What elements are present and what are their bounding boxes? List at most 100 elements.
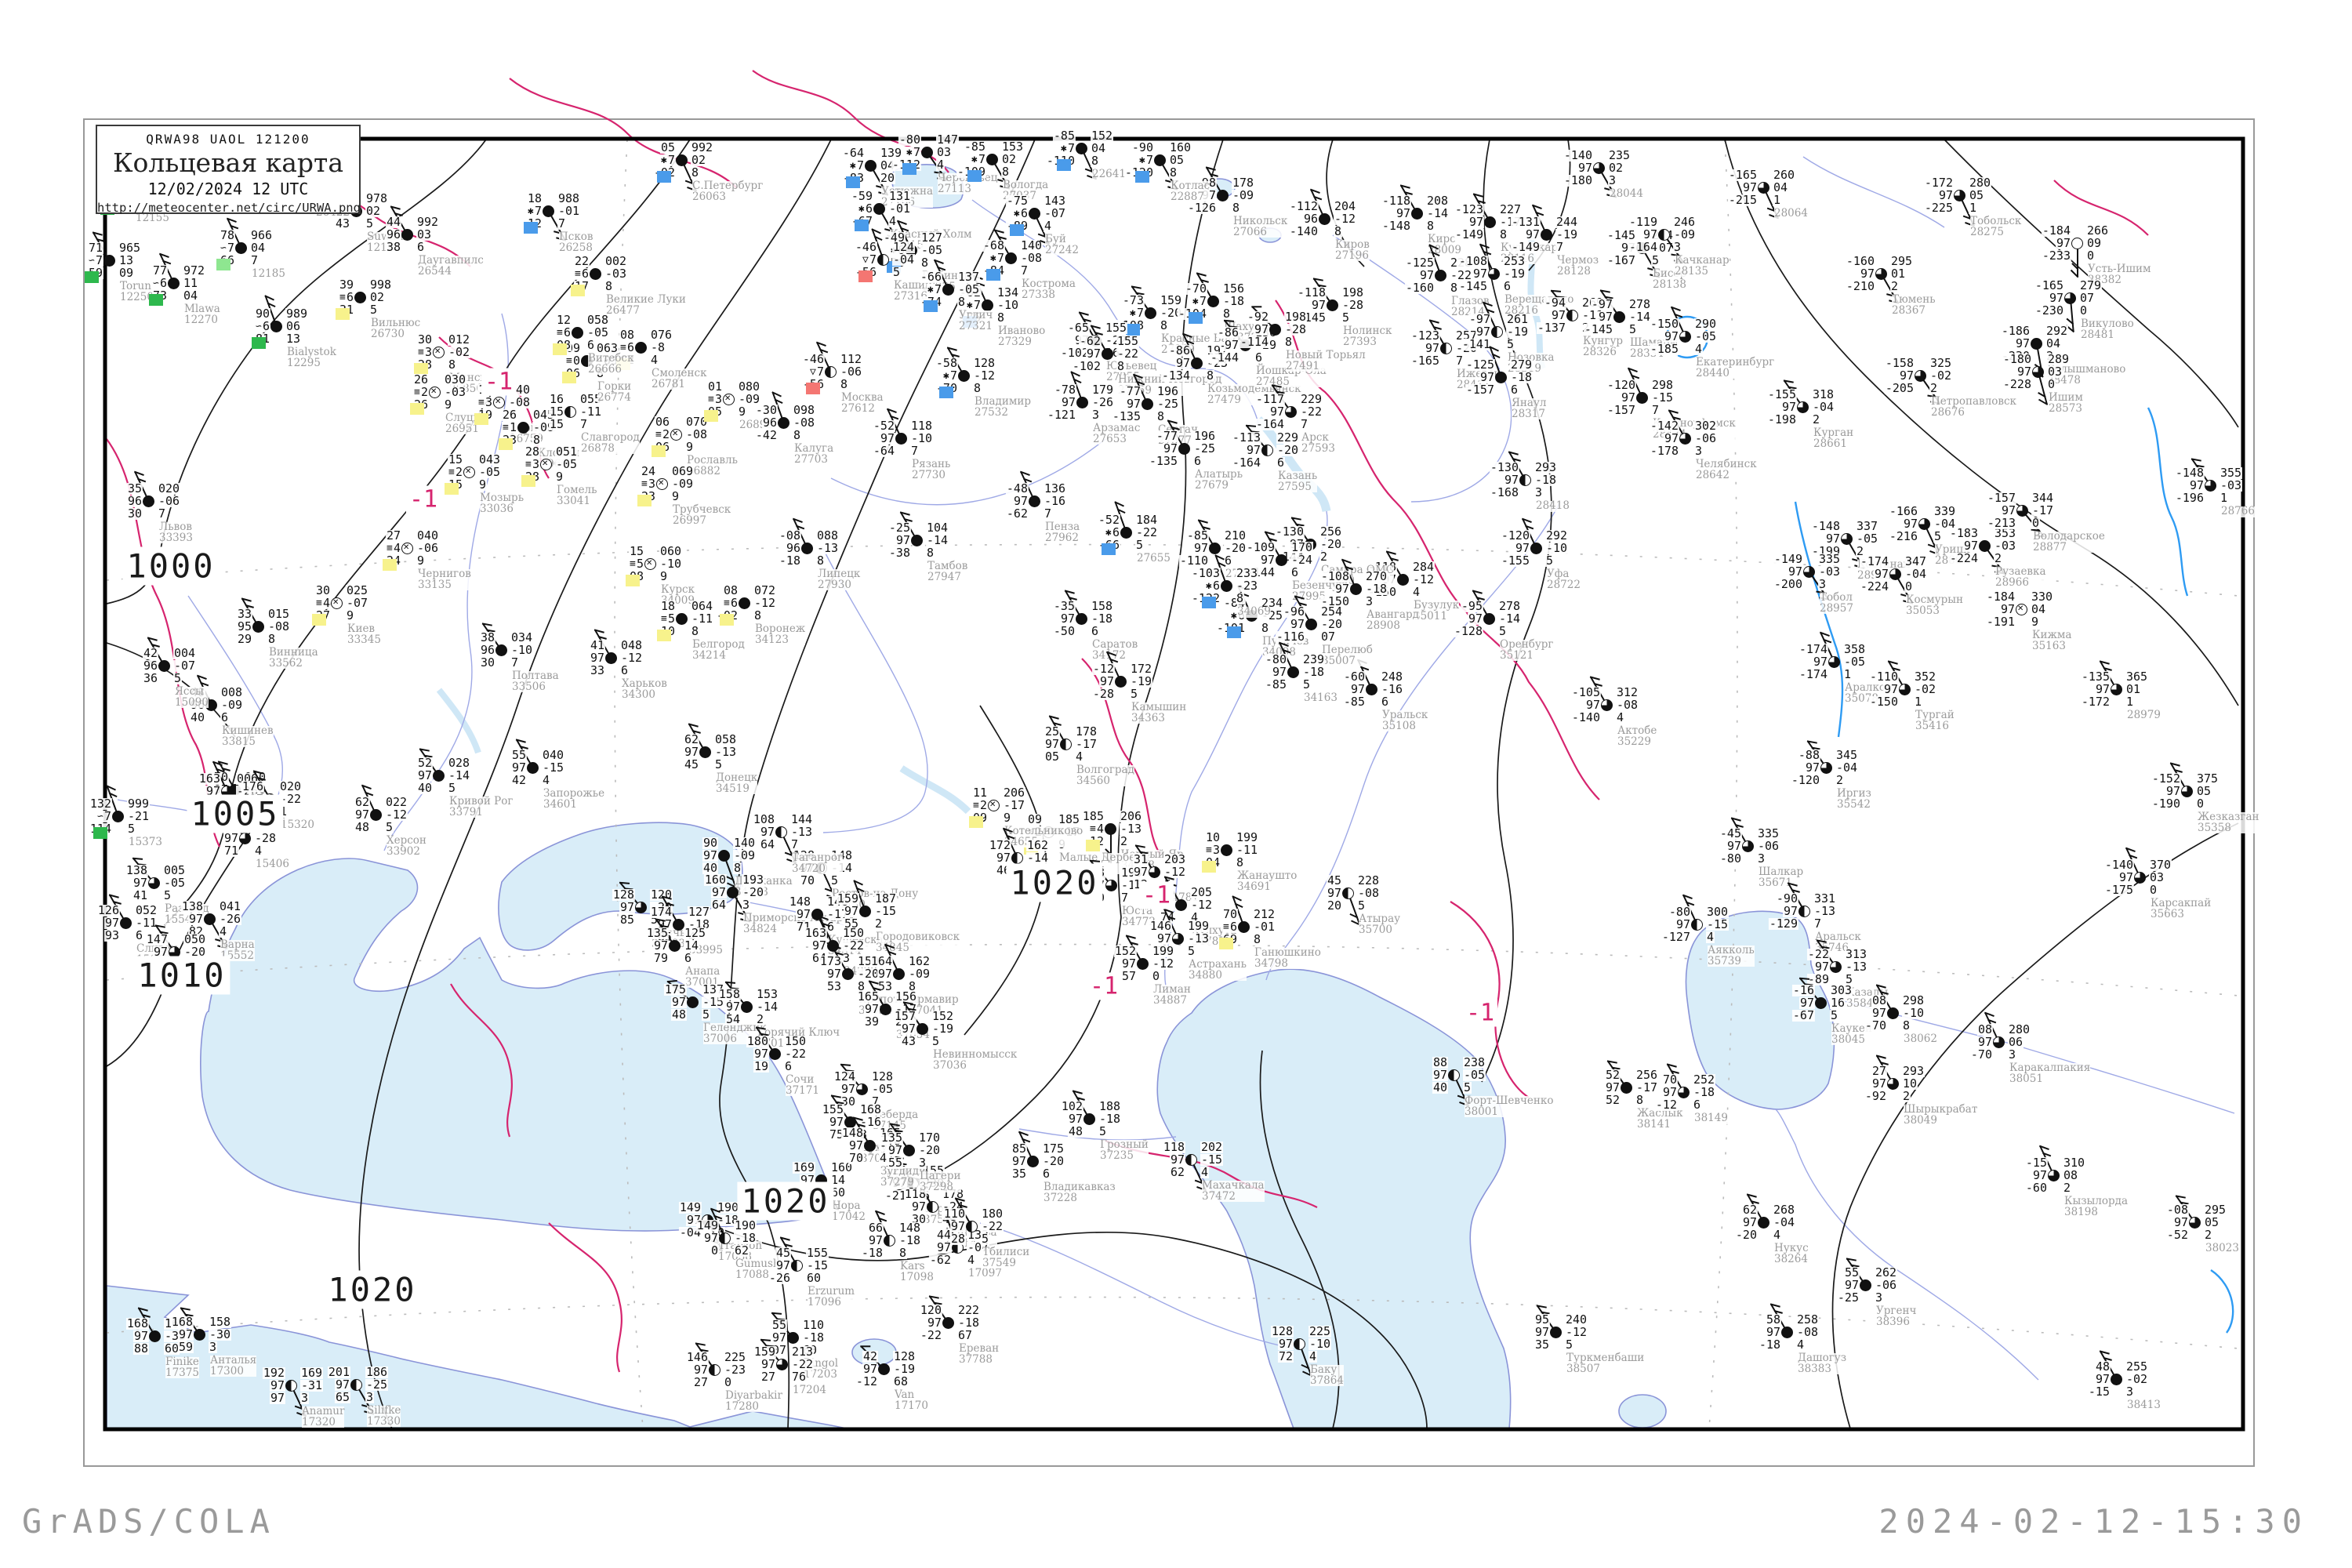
station-value: -183 <box>1948 526 1979 540</box>
map-frame <box>103 136 2245 1432</box>
station-name: Славгород 26878 <box>581 431 640 455</box>
station-value: 159 <box>1160 293 1183 307</box>
station-value: -12 <box>855 1374 878 1388</box>
cloud-cover-icon <box>1678 1087 1690 1098</box>
station-value: 65 <box>334 1390 350 1404</box>
station-value: -19 <box>1130 674 1153 688</box>
station-value: -12 <box>1334 212 1357 226</box>
station-value: 164 <box>869 954 893 968</box>
station-value: 97 <box>926 1316 942 1330</box>
station-value: 3 <box>1365 594 1374 608</box>
station-value: 8 <box>1236 855 1245 869</box>
station-value: -08 <box>1616 698 1639 712</box>
cloud-cover-icon <box>285 1380 297 1392</box>
station-value: -05 <box>1694 329 1718 343</box>
station-value: -30 <box>754 403 778 417</box>
station-value: 26 <box>412 372 429 387</box>
station-value: 97 <box>759 825 775 839</box>
station-value: 199 <box>1152 944 1175 958</box>
station-value: 04 <box>1091 141 1107 155</box>
station-value: 5 <box>1187 944 1196 958</box>
station-value: 180 <box>746 1034 769 1048</box>
station-name: Грозный 37235 <box>1100 1138 1149 1162</box>
station-value: 9 <box>416 554 426 568</box>
cloud-cover-icon <box>1830 961 1842 973</box>
station-value: 168 <box>125 1316 149 1330</box>
station-name: Рязань 27730 <box>912 458 951 481</box>
station-name: Erzurum 17096 <box>808 1285 855 1308</box>
station-value: 125 <box>684 926 707 940</box>
isobar-label: 1020 <box>1006 863 1103 902</box>
station-value: 97 <box>1271 665 1287 679</box>
station-value: 97 <box>2094 682 2111 696</box>
station-value: 97 <box>1011 1154 1027 1168</box>
cloud-cover-icon <box>168 278 180 289</box>
station-marker-square <box>1189 312 1203 324</box>
cloud-cover-icon <box>252 621 264 633</box>
station-value: 150 <box>784 1034 808 1048</box>
station-value: 4 <box>254 844 263 858</box>
station-value: 5 <box>1498 624 1508 638</box>
cloud-cover-icon <box>1305 619 1317 630</box>
station-name: Torun 12250 <box>120 280 154 303</box>
station-value: 052 <box>135 903 158 917</box>
station-value: 375 <box>2196 771 2220 786</box>
weather-symbol-icon: ✱ <box>927 284 934 296</box>
cloud-cover-icon <box>1440 343 1452 354</box>
station-value: 5 <box>931 1034 941 1048</box>
station-value: 96 <box>126 494 143 508</box>
station-value: 168 <box>170 1315 194 1329</box>
station-value: 150 <box>842 926 866 940</box>
station-value: 255 <box>2125 1359 2149 1374</box>
station-value: 162 <box>1026 838 1050 852</box>
cloud-cover-icon <box>1011 852 1023 864</box>
station-value: -186 <box>2000 324 2031 338</box>
cloud-cover-icon <box>1636 392 1648 404</box>
station-value: 30 <box>479 655 495 670</box>
station-value: -119 <box>1628 215 1658 229</box>
station-value: 09 <box>1026 812 1043 826</box>
cloud-cover-icon <box>2134 872 2146 884</box>
cloud-cover-icon <box>1145 307 1156 319</box>
station-value: 185 <box>1081 809 1105 823</box>
station-value: 3 <box>2008 1047 2017 1062</box>
station-value: -18 <box>1222 294 1246 308</box>
station-value: -45 <box>1719 826 1742 840</box>
station-value: 203 <box>1163 852 1187 866</box>
station-value: 35 <box>1011 1167 1027 1181</box>
station-value: 97 <box>2165 784 2181 798</box>
station-value: -14 <box>1426 206 1450 220</box>
station-value: -52 <box>2165 1228 2189 1242</box>
station-value: 295 <box>2204 1203 2227 1217</box>
station-value: 025 <box>346 583 369 597</box>
station-value: -52 <box>872 419 895 433</box>
isotherm-label: -1 <box>481 368 517 396</box>
station-value: 172 <box>1130 662 1153 676</box>
station-name: Silifke 17330 <box>367 1404 401 1428</box>
station-value: 97 <box>2016 365 2032 379</box>
station-value: -80 <box>1719 851 1742 866</box>
station-name: Тобольск 28275 <box>1970 215 2022 238</box>
station-value: -140 <box>1288 224 1319 238</box>
station-value: -131 <box>1510 215 1541 229</box>
station-name: Володарское 28877 <box>2033 530 2105 554</box>
station-value: 128 <box>973 356 996 370</box>
station-value: 8 <box>1222 307 1232 321</box>
station-value: -135 <box>2080 670 2111 684</box>
station-value: -150 <box>1319 594 1350 608</box>
isotherm-label: -1 <box>1462 999 1498 1027</box>
station-value: 97 <box>1289 617 1305 631</box>
station-value: 222 <box>957 1303 981 1317</box>
station-value: 063 <box>596 341 619 355</box>
station-value: -174 <box>1859 554 1889 568</box>
station-value: -141 <box>1461 337 1491 351</box>
station-value: -116 <box>1275 630 1305 644</box>
station-value: 8 <box>898 1246 908 1260</box>
station-value: 97 <box>775 1258 791 1272</box>
station-value: -11 <box>135 916 158 930</box>
station-value: -62 <box>1005 506 1029 521</box>
station-value: -15 <box>1651 390 1675 405</box>
station-value: 97 <box>2031 1168 2048 1182</box>
station-value: 05 <box>1044 750 1060 764</box>
station-value: 97 <box>1192 541 1209 555</box>
